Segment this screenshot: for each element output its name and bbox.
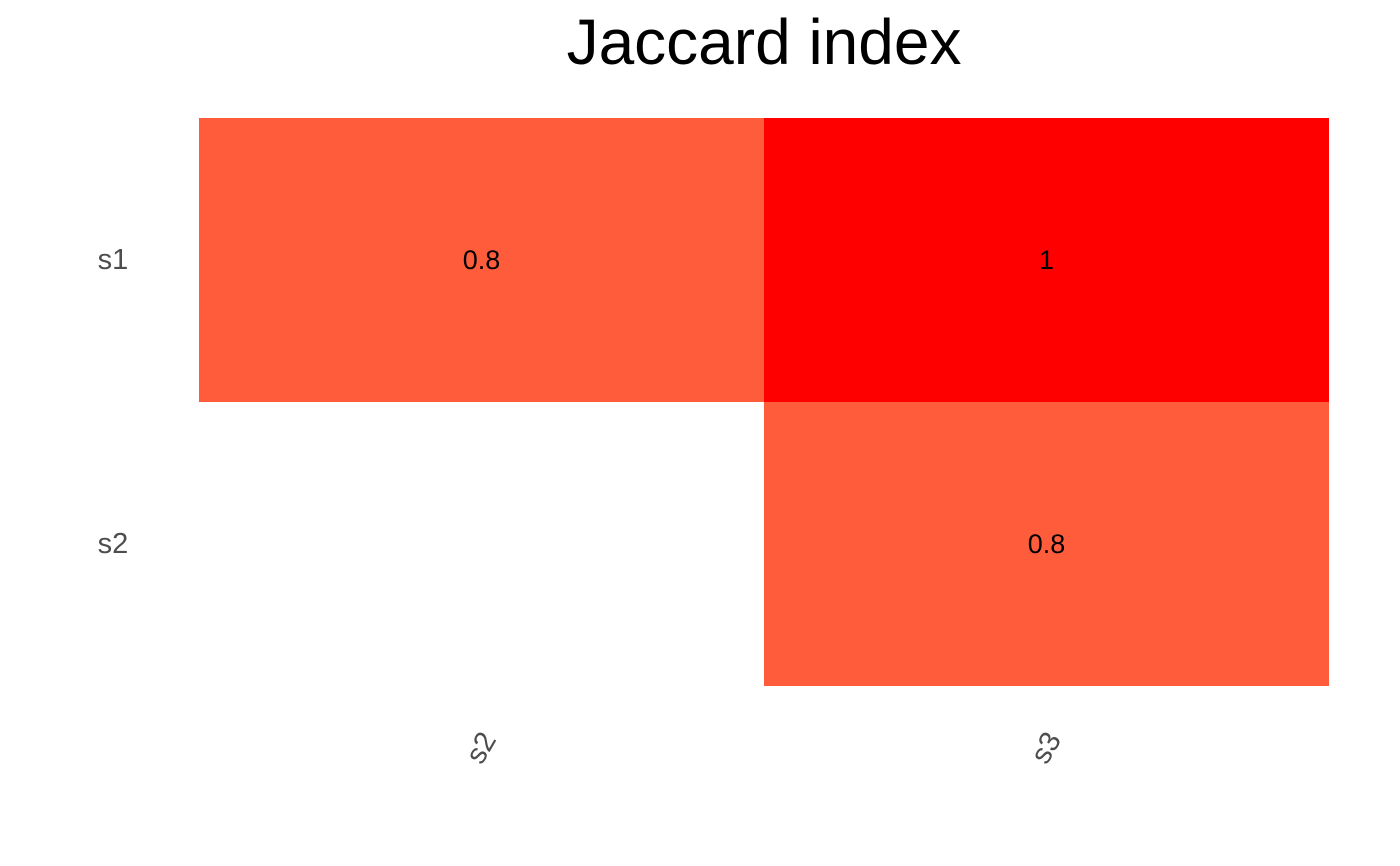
heatmap-cell-labels: 0.8 1 0.8	[463, 245, 1066, 559]
heatmap-cell-s2-s3	[764, 402, 1329, 686]
x-tick-label-s2: s2	[460, 727, 503, 770]
cell-value-label-s2-s3: 0.8	[1028, 529, 1066, 559]
cell-value-label-s1-s3: 1	[1039, 245, 1054, 275]
cell-value-label-s1-s2: 0.8	[463, 245, 501, 275]
y-tick-label-s1: s1	[98, 244, 129, 276]
chart-title: Jaccard index	[567, 6, 962, 78]
heatmap-cell-s1-s2	[199, 118, 764, 402]
y-tick-label-s2: s2	[98, 528, 129, 560]
y-axis-tick-labels: s1 s2	[98, 244, 129, 560]
heatmap-cell-s1-s3	[764, 118, 1329, 402]
heatmap-cells	[199, 118, 1329, 686]
x-tick-label-s3: s3	[1025, 727, 1068, 770]
x-axis-tick-labels: s2 s3	[460, 727, 1068, 770]
